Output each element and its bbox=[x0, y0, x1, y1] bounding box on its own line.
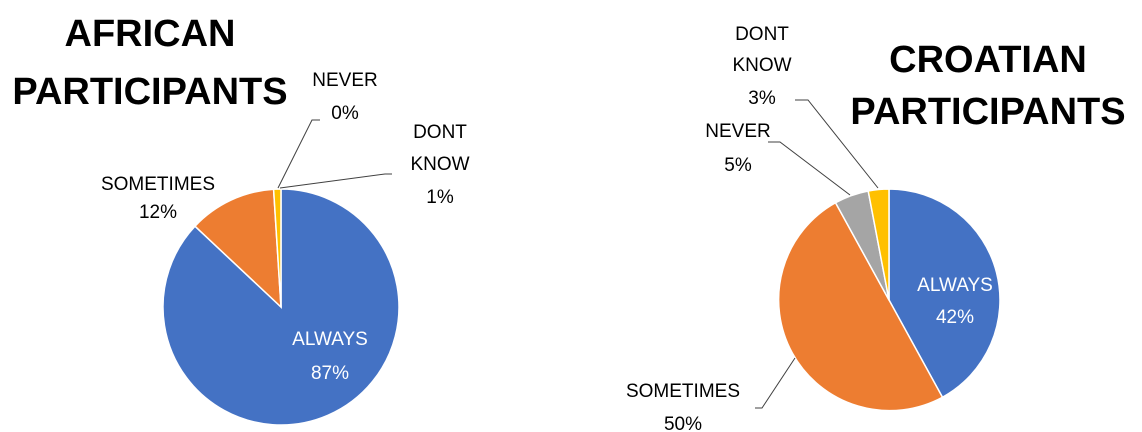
leader-line-dont-know bbox=[279, 173, 392, 189]
slice-pct-always: 42% bbox=[936, 307, 974, 328]
chart-croatian: CROATIAN PARTICIPANTS DONT KNOW 3% NEVER… bbox=[626, 24, 1126, 432]
slice-label-never: NEVER bbox=[705, 121, 770, 142]
slice-label-always: ALWAYS bbox=[292, 329, 368, 350]
chart-title-line2: PARTICIPANTS bbox=[850, 91, 1125, 133]
slice-label-sometimes: SOMETIMES bbox=[626, 381, 740, 402]
slice-pct-never: 5% bbox=[724, 155, 752, 176]
pie-slice-dont-know bbox=[867, 188, 890, 301]
slice-label-sometimes: SOMETIMES bbox=[101, 174, 215, 195]
chart-title-line1: CROATIAN bbox=[889, 39, 1087, 81]
pie-croatian bbox=[777, 188, 1001, 412]
slice-pct-never: 0% bbox=[331, 103, 359, 124]
slice-label-never: NEVER bbox=[312, 70, 377, 91]
pie-slice-always bbox=[888, 188, 1001, 399]
leader-line-sometimes bbox=[755, 357, 796, 409]
pie-slice-always bbox=[162, 188, 400, 426]
slice-pct-sometimes: 50% bbox=[664, 414, 702, 432]
leader-line-never bbox=[277, 119, 320, 189]
chart-title-line2: PARTICIPANTS bbox=[12, 71, 287, 113]
slice-label-always: ALWAYS bbox=[917, 275, 993, 296]
slice-pct-sometimes: 12% bbox=[139, 202, 177, 223]
pie-slice-sometimes bbox=[193, 188, 282, 309]
slice-label-dont-know-line2: KNOW bbox=[732, 55, 791, 76]
slice-label-dont-know-line1: DONT bbox=[413, 122, 467, 143]
pie-african bbox=[162, 188, 400, 426]
leader-line-never bbox=[768, 141, 851, 196]
pie-slice-dont-know bbox=[272, 188, 282, 308]
slice-label-dont-know-line1: DONT bbox=[735, 24, 789, 45]
pie-slice-sometimes bbox=[777, 201, 944, 412]
chart-african: AFRICAN PARTICIPANTS SOMETIMES 12% NEVER… bbox=[12, 13, 470, 426]
leader-line-dont-know bbox=[795, 99, 879, 189]
slice-pct-dont-know: 1% bbox=[426, 187, 454, 208]
slice-pct-always: 87% bbox=[311, 363, 349, 384]
chart-title-line1: AFRICAN bbox=[65, 13, 236, 55]
slice-label-dont-know-line2: KNOW bbox=[410, 154, 469, 175]
slice-pct-dont-know: 3% bbox=[748, 88, 776, 109]
